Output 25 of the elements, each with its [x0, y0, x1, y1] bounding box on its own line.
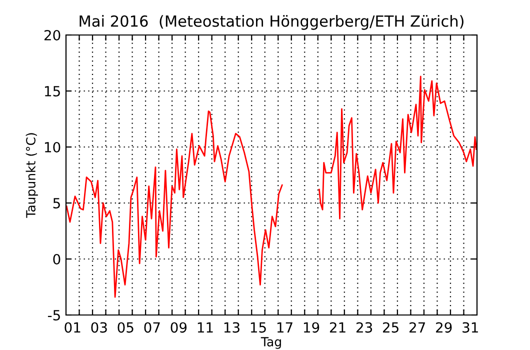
- x-tick-label: 07: [144, 322, 160, 333]
- y-tick-label: 20: [44, 30, 60, 40]
- y-tick-label: 10: [44, 142, 60, 152]
- x-tick-label: 17: [277, 322, 292, 332]
- x-tick-label: 31: [462, 322, 478, 333]
- y-axis-title: Taupunkt (°C): [26, 133, 38, 218]
- x-tick-label: 01: [64, 322, 80, 333]
- x-tick-label: 11: [198, 322, 213, 332]
- x-tick-label: 03: [91, 322, 107, 333]
- y-tick-label: 5: [53, 198, 60, 208]
- x-tick-label: 09: [170, 322, 187, 333]
- x-tick-label: 13: [224, 322, 240, 333]
- x-tick-label: 29: [436, 322, 452, 333]
- chart-title: Mai 2016 (Meteostation Hönggerberg/ETH Zürich): [80, 15, 464, 30]
- x-tick-label: 05: [118, 322, 134, 333]
- x-tick-label: 23: [356, 322, 372, 333]
- x-tick-label: 15: [250, 322, 266, 333]
- x-tick-label: 19: [304, 322, 320, 333]
- x-tick-label: 25: [383, 322, 398, 333]
- x-axis-title: Tag: [260, 337, 281, 349]
- y-tick-label: 0: [53, 254, 60, 264]
- x-tick-label: 27: [410, 322, 425, 332]
- y-tick-label: -5: [48, 310, 60, 320]
- y-tick-label: 15: [44, 86, 60, 96]
- x-tick-label: 21: [330, 322, 346, 332]
